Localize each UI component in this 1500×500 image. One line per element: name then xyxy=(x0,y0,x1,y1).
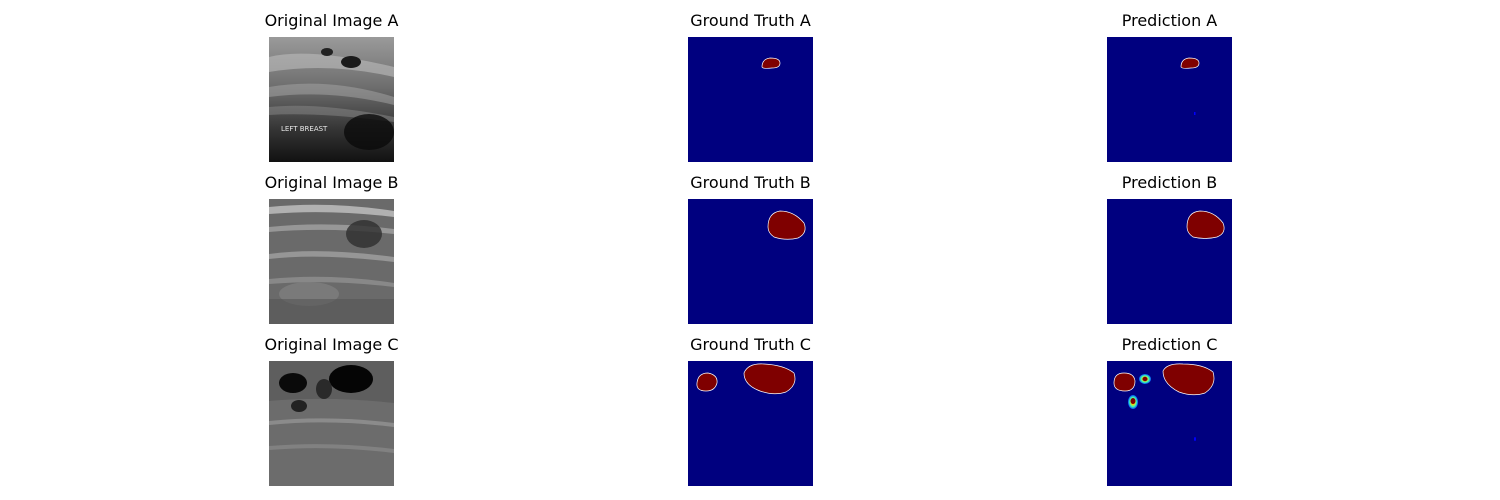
ground-truth-title-a: Ground Truth A xyxy=(690,11,811,30)
prediction-title-c: Prediction C xyxy=(1121,335,1218,354)
ground-truth-title-c: Ground Truth C xyxy=(690,335,811,354)
prediction-mask-a xyxy=(1107,37,1232,162)
ground-truth-title-b: Ground Truth B xyxy=(690,173,811,192)
prediction-title-a: Prediction A xyxy=(1121,11,1218,30)
original-panel-a: Original Image A LEFT BREAST xyxy=(265,11,398,162)
original-panel-c: Original Image C xyxy=(264,335,399,486)
prediction-mask-c xyxy=(1107,361,1232,486)
original-title-a: Original Image A xyxy=(264,11,399,30)
prediction-panel-b: Prediction B xyxy=(1107,173,1232,324)
prediction-panel-c: Prediction C xyxy=(1107,335,1232,486)
ground-truth-mask-b xyxy=(688,199,813,324)
ultrasound-image-c xyxy=(269,361,394,486)
ground-truth-panel-b: Ground Truth B xyxy=(688,173,813,324)
ground-truth-panel-a: Ground Truth A xyxy=(688,11,813,162)
prediction-mask-b xyxy=(1107,199,1232,324)
original-panel-b: Original Image B xyxy=(265,173,398,324)
original-title-c: Original Image C xyxy=(264,335,399,354)
ground-truth-panel-c: Ground Truth C xyxy=(688,335,813,486)
ultrasound-image-a: LEFT BREAST xyxy=(269,37,394,162)
ground-truth-mask-c xyxy=(688,361,813,486)
ultrasound-image-b xyxy=(269,199,394,324)
original-title-b: Original Image B xyxy=(264,173,399,192)
prediction-title-b: Prediction B xyxy=(1121,173,1218,192)
ground-truth-mask-a xyxy=(688,37,813,162)
prediction-panel-a: Prediction A xyxy=(1107,11,1232,162)
ultrasound-label-text: LEFT BREAST xyxy=(281,125,328,133)
